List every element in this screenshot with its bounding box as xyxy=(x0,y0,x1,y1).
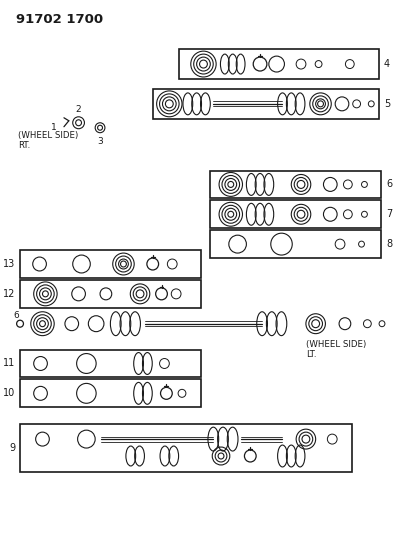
Bar xyxy=(20,424,352,472)
Text: 6: 6 xyxy=(13,311,19,320)
Bar xyxy=(20,350,201,377)
Text: 1: 1 xyxy=(51,123,57,132)
Text: 5: 5 xyxy=(384,99,390,109)
Text: 9: 9 xyxy=(9,443,15,453)
Bar xyxy=(20,280,201,308)
Bar xyxy=(20,250,201,278)
Text: 6: 6 xyxy=(386,180,392,189)
Text: (WHEEL SIDE)
LT.: (WHEEL SIDE) LT. xyxy=(306,340,366,359)
Text: 8: 8 xyxy=(386,239,392,249)
Bar xyxy=(210,200,381,228)
Text: 10: 10 xyxy=(3,389,15,398)
Text: 7: 7 xyxy=(386,209,392,219)
Text: (WHEEL SIDE)
RT.: (WHEEL SIDE) RT. xyxy=(18,131,78,150)
Text: 91702 1700: 91702 1700 xyxy=(16,13,103,26)
Text: 2: 2 xyxy=(76,105,81,114)
Bar xyxy=(179,49,379,79)
Bar xyxy=(210,171,381,198)
Bar xyxy=(210,230,381,258)
Bar xyxy=(20,379,201,407)
Text: 11: 11 xyxy=(3,359,15,368)
Bar xyxy=(153,89,379,119)
Text: 12: 12 xyxy=(3,289,15,299)
Text: 3: 3 xyxy=(97,136,103,146)
Text: 13: 13 xyxy=(3,259,15,269)
Text: 4: 4 xyxy=(384,59,390,69)
